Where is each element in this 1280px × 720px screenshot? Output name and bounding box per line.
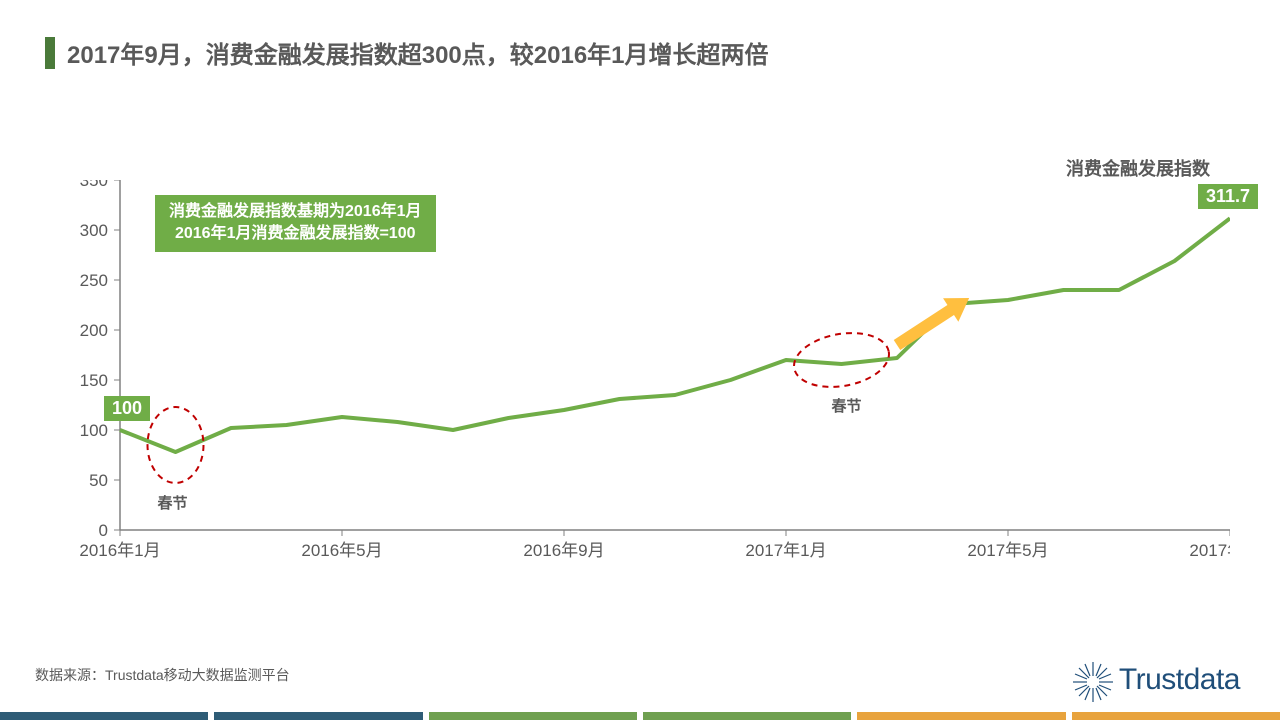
svg-text:2016年5月: 2016年5月 bbox=[301, 541, 382, 560]
svg-text:250: 250 bbox=[80, 271, 108, 290]
series-label: 消费金融发展指数 bbox=[1066, 155, 1210, 181]
logo-text: Trustdata bbox=[1119, 663, 1240, 697]
trustdata-logo: Trustdata bbox=[1071, 658, 1240, 702]
page-title: 2017年9月，消费金融发展指数超300点，较2016年1月增长超两倍 bbox=[67, 35, 769, 70]
svg-text:150: 150 bbox=[80, 371, 108, 390]
data-source: 数据来源：Trustdata移动大数据监测平台 bbox=[35, 665, 290, 685]
logo-burst-icon bbox=[1071, 658, 1115, 702]
svg-text:300: 300 bbox=[80, 221, 108, 240]
svg-text:0: 0 bbox=[99, 521, 108, 540]
svg-text:2017年1月: 2017年1月 bbox=[745, 541, 826, 560]
svg-text:2016年1月: 2016年1月 bbox=[79, 541, 160, 560]
svg-text:200: 200 bbox=[80, 321, 108, 340]
svg-text:2017年5月: 2017年5月 bbox=[967, 541, 1048, 560]
start-value-badge: 100 bbox=[104, 396, 150, 421]
line-chart: 0 50 100 150 200 250 300 350 2016年1月 2016年5月 2016年… bbox=[60, 180, 1230, 580]
svg-text:2017年9月: 2017年9月 bbox=[1189, 541, 1230, 560]
svg-text:2016年9月: 2016年9月 bbox=[523, 541, 604, 560]
svg-text:50: 50 bbox=[89, 471, 108, 490]
svg-text:100: 100 bbox=[80, 421, 108, 440]
spring-festival-label-2: 春节 bbox=[832, 395, 862, 416]
chart-svg: 0 50 100 150 200 250 300 350 2016年1月 2016年5月 2016年… bbox=[60, 180, 1230, 580]
title-accent bbox=[45, 37, 55, 69]
spring-festival-label-1: 春节 bbox=[158, 492, 188, 513]
end-value-badge: 311.7 bbox=[1198, 184, 1258, 209]
svg-text:350: 350 bbox=[80, 180, 108, 190]
bottom-stripes bbox=[0, 712, 1280, 720]
title-bar: 2017年9月，消费金融发展指数超300点，较2016年1月增长超两倍 bbox=[45, 35, 769, 70]
